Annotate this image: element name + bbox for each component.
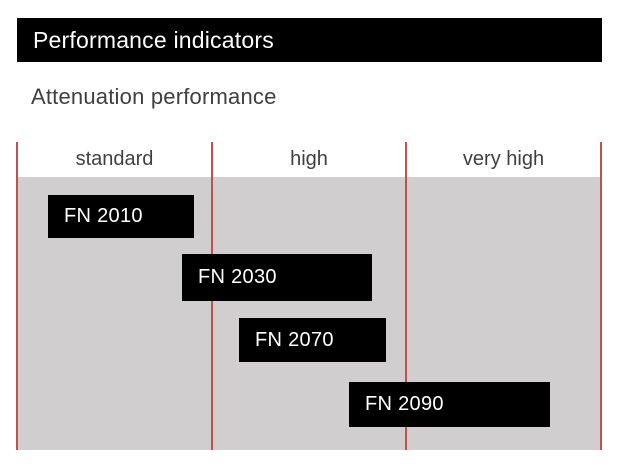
- bar-fn-2030: FN 2030: [182, 254, 372, 301]
- bar-fn-2090: FN 2090: [349, 382, 550, 427]
- divider-line-left: [16, 142, 18, 450]
- bar-fn-2070: FN 2070: [239, 318, 386, 362]
- column-header-standard: standard: [75, 148, 154, 170]
- page-title: Performance indicators: [33, 26, 274, 53]
- column-header-very-high: very high: [462, 148, 545, 170]
- column-header-high: high: [290, 148, 328, 170]
- title-bar: Performance indicators: [17, 18, 602, 62]
- bar-label: FN 2030: [198, 266, 277, 288]
- bar-label: FN 2070: [255, 328, 334, 351]
- chart-subtitle: Attenuation performance: [31, 84, 277, 109]
- divider-line-right: [600, 142, 602, 450]
- bar-label: FN 2010: [64, 205, 143, 227]
- bar-fn-2010: FN 2010: [48, 195, 194, 238]
- bar-label: FN 2090: [365, 393, 444, 415]
- divider-line-high-veryhigh: [405, 142, 407, 450]
